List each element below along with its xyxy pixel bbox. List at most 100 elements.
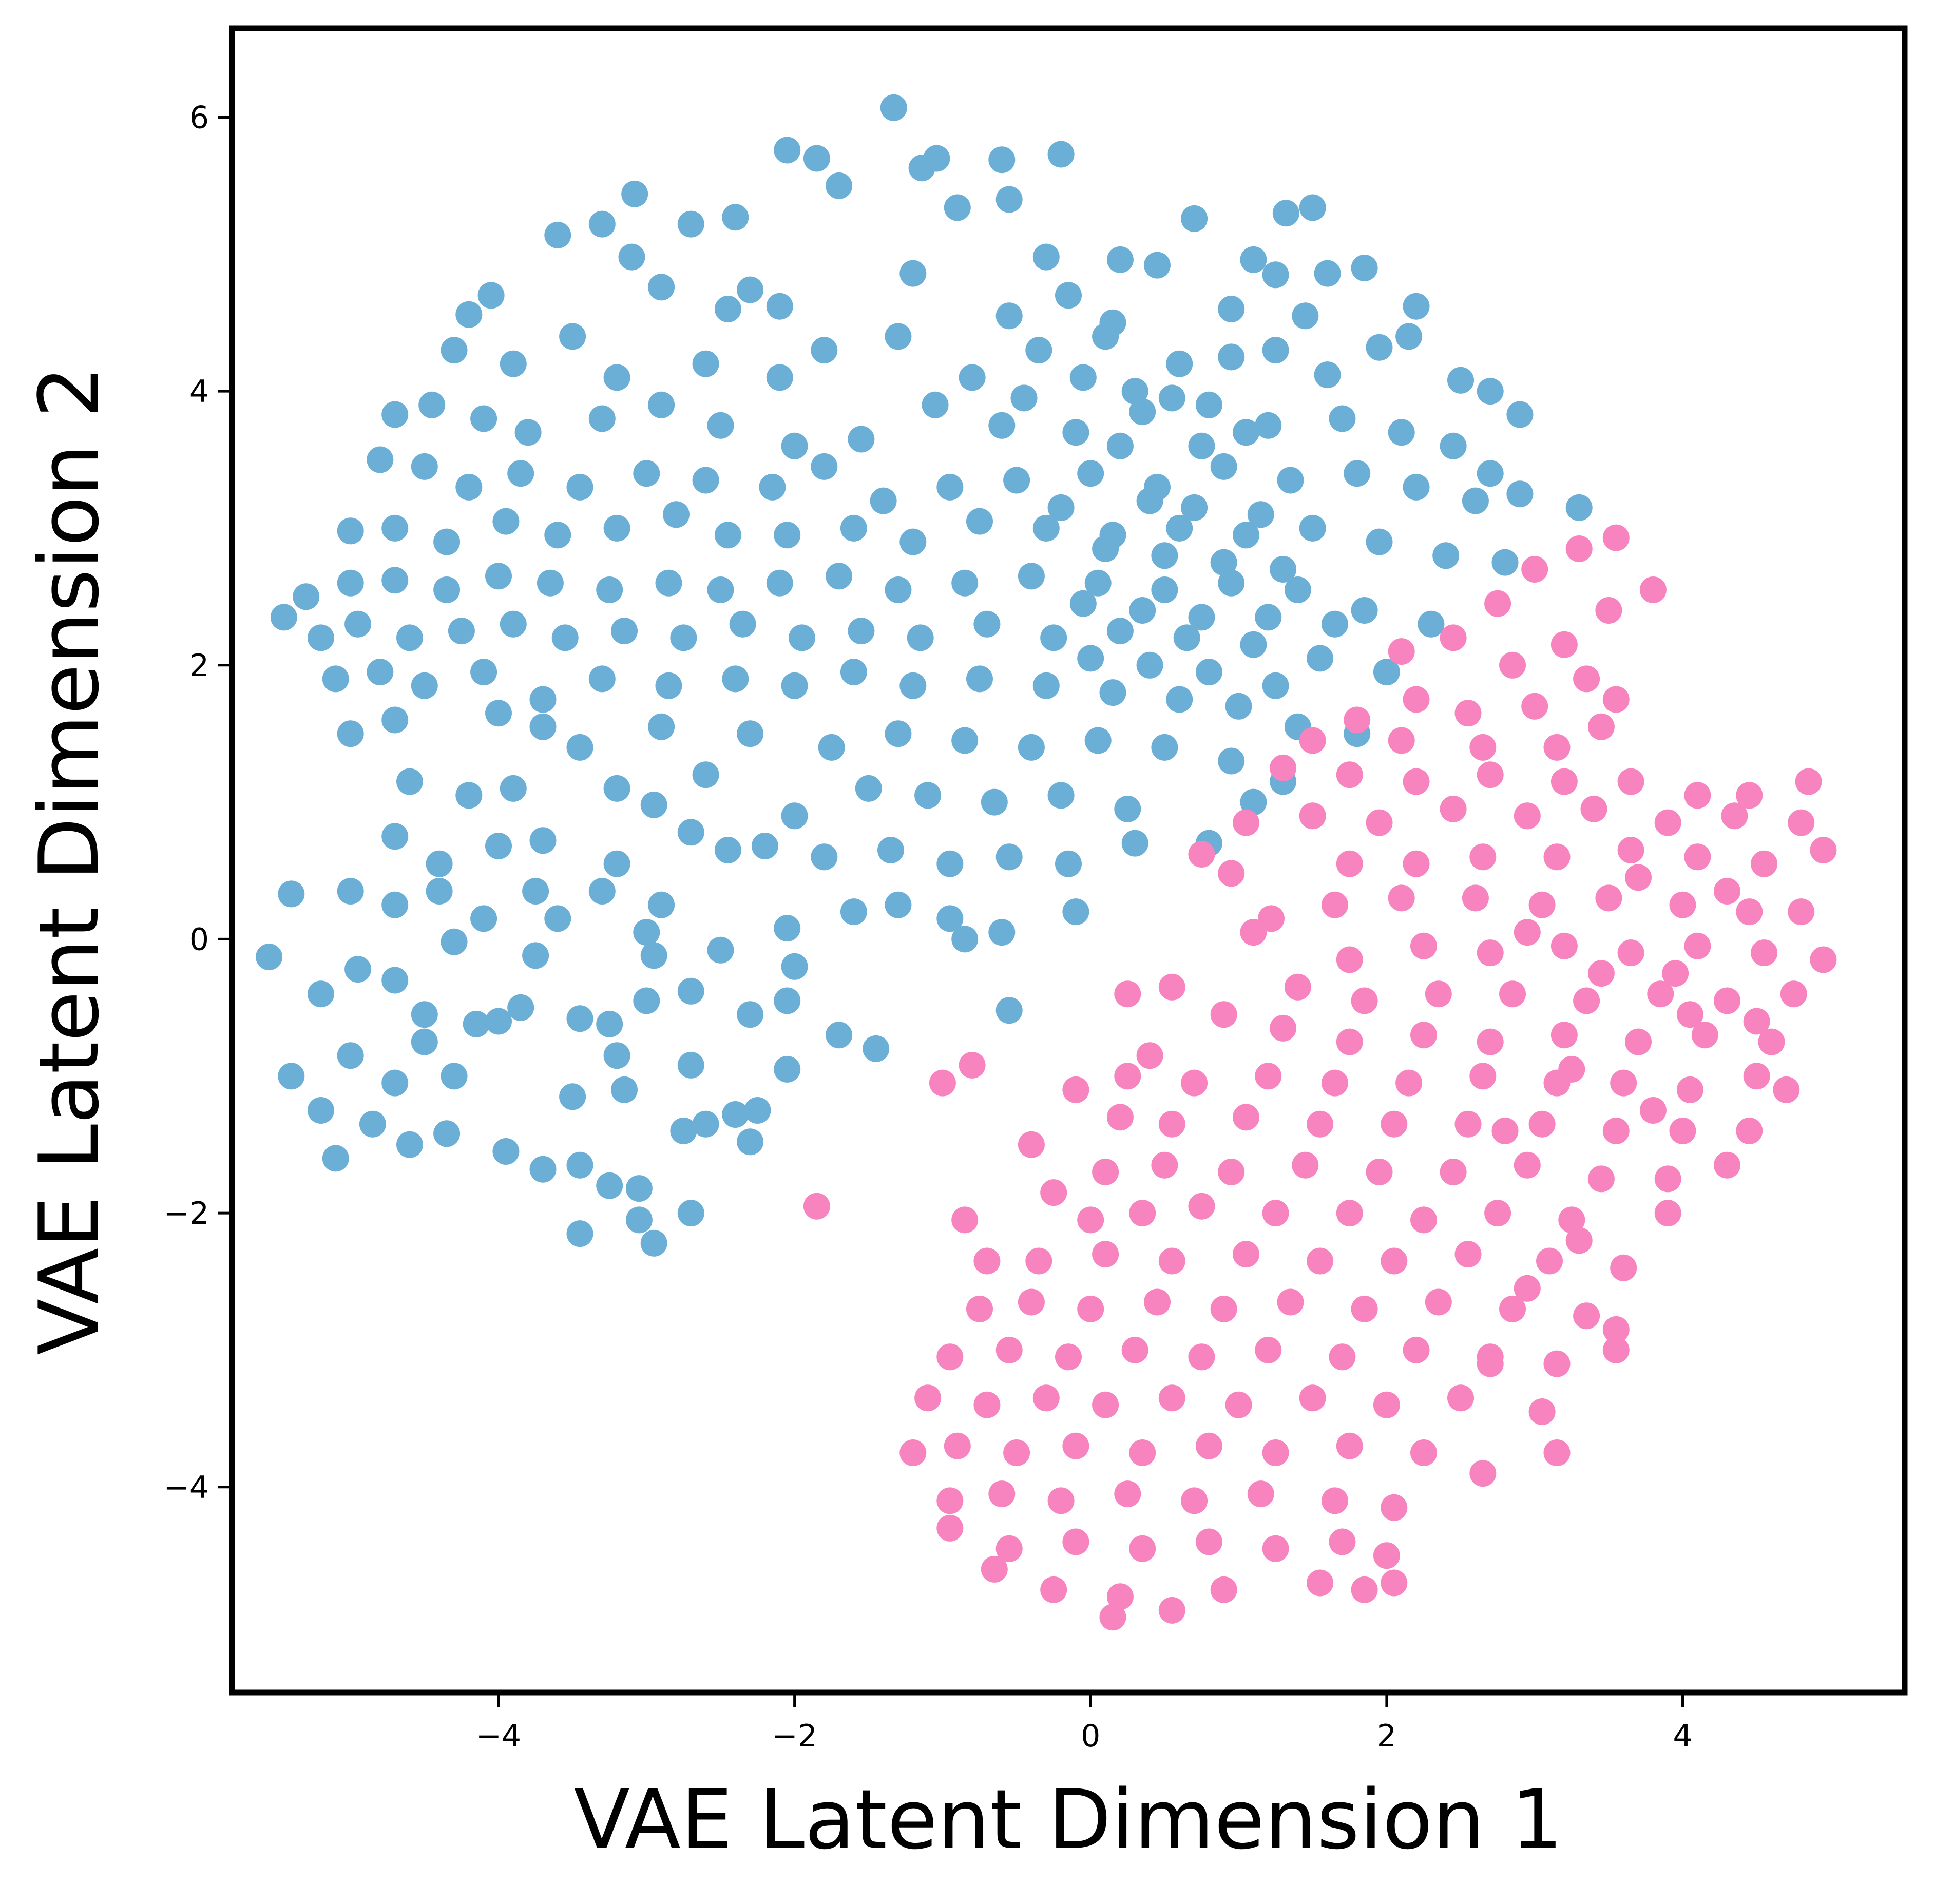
scatter-point-series-0-109 — [1299, 514, 1326, 542]
scatter-point-series-0-12 — [826, 172, 853, 199]
scatter-point-series-1-139 — [1307, 1247, 1334, 1275]
scatter-point-series-0-243 — [640, 942, 667, 969]
scatter-point-series-1-83 — [1625, 1028, 1652, 1055]
scatter-point-series-0-239 — [522, 942, 549, 969]
scatter-point-series-1-97 — [1610, 1069, 1637, 1097]
scatter-point-series-0-305 — [1195, 659, 1222, 686]
scatter-point-series-0-146 — [973, 610, 1001, 638]
scatter-point-series-0-229 — [951, 926, 979, 953]
scatter-point-series-0-163 — [899, 672, 927, 699]
scatter-point-series-1-24 — [1477, 761, 1504, 788]
scatter-point-series-1-62 — [1550, 932, 1578, 959]
scatter-point-series-0-45 — [1218, 296, 1245, 322]
scatter-point-series-0-224 — [774, 915, 801, 942]
scatter-point-series-0-175 — [648, 713, 675, 740]
scatter-point-series-1-114 — [1218, 1159, 1245, 1185]
scatter-point-series-1-143 — [1610, 1254, 1637, 1281]
scatter-point-series-0-70 — [1440, 432, 1467, 459]
scatter-point-series-1-173 — [1373, 1391, 1400, 1418]
scatter-point-series-1-193 — [1322, 1487, 1348, 1514]
scatter-point-series-0-193 — [914, 782, 942, 809]
scatter-point-series-1-210 — [1381, 1569, 1408, 1597]
scatter-point-series-1-179 — [1062, 1432, 1089, 1459]
scatter-point-series-0-228 — [988, 919, 1016, 946]
scatter-point-series-0-83 — [1003, 467, 1030, 494]
scatter-point-series-0-183 — [1218, 747, 1245, 775]
scatter-point-series-0-97 — [544, 522, 571, 549]
scatter-point-series-0-61 — [848, 426, 875, 453]
scatter-point-series-0-54 — [418, 391, 446, 418]
scatter-point-series-0-34 — [500, 350, 527, 377]
scatter-point-series-0-112 — [1491, 549, 1519, 576]
scatter-point-series-0-24 — [737, 276, 764, 303]
scatter-point-series-0-117 — [485, 563, 512, 590]
scatter-point-series-0-218 — [470, 905, 497, 932]
scatter-point-series-1-126 — [1129, 1200, 1156, 1227]
scatter-point-series-0-279 — [566, 1220, 593, 1247]
scatter-point-series-0-123 — [826, 563, 853, 590]
scatter-point-series-1-23 — [1403, 768, 1430, 795]
x-tick-label-2: 0 — [1081, 1718, 1100, 1754]
scatter-point-series-1-170 — [1158, 1384, 1185, 1412]
scatter-point-series-0-246 — [774, 987, 801, 1014]
scatter-point-series-0-181 — [1084, 727, 1112, 754]
scatter-point-series-0-32 — [1351, 255, 1378, 281]
scatter-point-series-1-125 — [1077, 1206, 1104, 1234]
scatter-point-series-0-308 — [1010, 384, 1038, 412]
scatter-point-series-1-205 — [1106, 1583, 1134, 1610]
scatter-point-series-1-215 — [1491, 1118, 1519, 1144]
scatter-point-series-0-280 — [559, 1083, 586, 1110]
scatter-point-series-0-2 — [803, 145, 830, 172]
scatter-point-series-1-127 — [1188, 1193, 1215, 1220]
scatter-point-series-0-267 — [529, 1156, 557, 1183]
scatter-point-series-0-245 — [707, 936, 734, 964]
x-tick-label-3: 2 — [1377, 1718, 1396, 1754]
scatter-point-series-1-37 — [1721, 802, 1748, 830]
scatter-point-series-0-5 — [1047, 141, 1075, 168]
scatter-point-series-1-39 — [1188, 841, 1215, 868]
scatter-point-series-0-82 — [936, 473, 964, 501]
scatter-point-series-1-122 — [803, 1193, 830, 1220]
scatter-point-series-0-242 — [633, 987, 660, 1014]
scatter-point-series-0-303 — [1077, 645, 1104, 672]
scatter-point-series-0-63 — [988, 412, 1016, 439]
scatter-point-series-0-120 — [655, 569, 682, 597]
scatter-point-series-0-290 — [1136, 487, 1163, 514]
scatter-point-series-0-108 — [1233, 522, 1259, 549]
scatter-point-series-1-75 — [1714, 987, 1740, 1014]
scatter-point-series-0-48 — [1366, 334, 1393, 361]
scatter-point-series-1-219 — [1676, 1001, 1703, 1028]
scatter-point-series-1-38 — [1788, 809, 1815, 836]
scatter-point-series-0-116 — [433, 576, 461, 603]
scatter-point-series-0-165 — [1032, 672, 1060, 699]
scatter-point-series-1-128 — [1262, 1200, 1289, 1227]
scatter-point-series-0-266 — [492, 1138, 520, 1165]
scatter-point-series-0-147 — [1040, 624, 1067, 651]
scatter-point-series-1-48 — [1810, 837, 1837, 863]
scatter-point-series-1-217 — [1714, 878, 1740, 905]
scatter-point-series-0-206 — [714, 837, 741, 863]
scatter-point-series-1-67 — [1114, 980, 1141, 1008]
scatter-point-series-0-162 — [840, 659, 867, 686]
scatter-point-series-1-26 — [1617, 768, 1644, 795]
scatter-point-series-1-168 — [1032, 1384, 1060, 1412]
scatter-point-series-1-74 — [1647, 980, 1674, 1008]
scatter-point-series-0-173 — [485, 700, 512, 727]
scatter-point-series-0-38 — [766, 364, 793, 391]
scatter-point-series-0-94 — [381, 514, 409, 542]
scatter-point-series-1-148 — [1210, 1295, 1237, 1322]
scatter-point-series-1-11 — [1602, 686, 1630, 713]
scatter-point-series-1-115 — [1292, 1151, 1319, 1179]
scatter-point-series-1-87 — [1114, 1063, 1141, 1090]
scatter-point-series-0-275 — [692, 1110, 719, 1138]
scatter-point-series-0-190 — [692, 761, 719, 788]
scatter-point-series-0-122 — [766, 569, 793, 597]
plot-frame — [229, 25, 1908, 1696]
scatter-point-series-0-284 — [1069, 364, 1097, 391]
points-layer — [256, 94, 1837, 1631]
scatter-point-series-1-105 — [1381, 1110, 1408, 1138]
scatter-point-series-1-10 — [1573, 665, 1600, 693]
scatter-point-series-1-206 — [1158, 1597, 1185, 1624]
scatter-point-series-0-78 — [692, 467, 719, 494]
scatter-point-series-0-271 — [625, 1206, 653, 1234]
